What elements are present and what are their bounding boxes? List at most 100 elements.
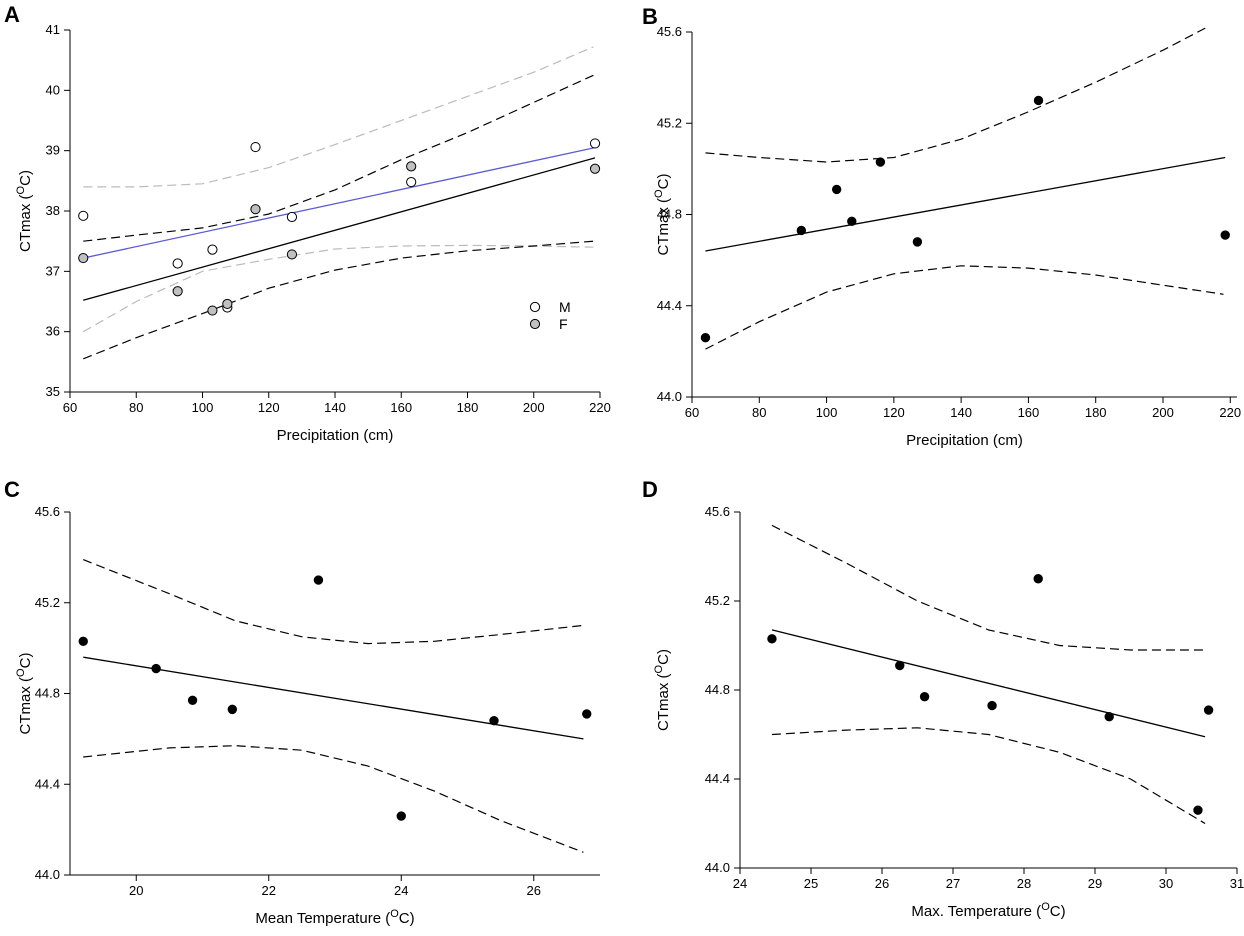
panel-letter-c: C [4,477,20,502]
panel-c: 20 22 24 26 44.0 44.4 44.8 45.2 45.6 Mean Tempera… [4,477,600,927]
data-point [187,695,198,706]
x-tick-label: 140 [324,400,346,415]
data-point [78,252,89,264]
x-tick-label: 100 [816,405,838,420]
y-axis-label-a: CTmax (OC) [15,170,34,252]
legend-label: M [559,299,571,315]
x-tick-label: 180 [1085,405,1107,420]
x-tick-label: 20 [129,883,143,898]
x-tick-label: 22 [262,883,276,898]
x-axis-label-a: Precipitation (cm) [277,427,394,444]
panel-d: 24 25 26 27 28 29 30 31 44.0 44.4 44.8 45.2 45.6 Max.… [642,477,1244,920]
y-axis-label-d: CTmax (OC) [653,649,672,731]
data-point [895,660,905,671]
x-tick-label: 31 [1230,876,1244,891]
data-point [406,161,417,172]
data-point [172,258,183,269]
data-point [227,704,238,715]
ci-lower-line [705,265,1224,350]
data-point [207,244,218,255]
x-tick-label: 29 [1088,876,1102,891]
x-tick-label: 220 [589,400,611,415]
panel-letter-a: A [4,2,20,27]
data-point [912,237,923,247]
x-tick-label: 200 [523,400,545,415]
ci-lower-line [83,745,584,853]
data-point [987,700,997,711]
y-tick-label: 44.4 [657,298,682,313]
y-tick-label: 39 [46,143,60,158]
y-tick-label: 44.0 [657,389,682,404]
x-axis-label-d: Max. Temperature (OC) [911,901,1065,920]
data-point [847,216,857,227]
ci-upper-line [771,524,1206,651]
data-point [582,709,592,719]
y-tick-label: 44.8 [657,207,682,222]
x-tick-label: 120 [258,400,280,415]
regression-line [83,147,596,259]
regression-line [705,156,1226,252]
y-tick-label: 41 [46,22,60,37]
regression-line [83,656,584,740]
panel-b: 60 80 100 120 140 160 180 200 220 44.0 44.4 44.8 45.… [642,4,1241,449]
y-tick-label: 45.6 [35,504,60,519]
data-point [700,332,711,343]
x-tick-label: 60 [685,405,699,420]
legend-marker [529,301,541,313]
ci-lower-line [83,244,594,333]
data-point [1203,705,1214,715]
y-tick-label: 44.4 [705,771,730,786]
y-tick-label: 36 [46,324,60,339]
x-tick-label: 26 [875,876,889,891]
y-tick-label: 45.6 [705,504,730,519]
panel-letter-b: B [642,4,658,29]
y-tick-label: 45.2 [35,595,60,610]
data-point [489,716,499,726]
x-tick-label: 160 [1018,405,1040,420]
data-point [1033,574,1043,584]
x-tick-label: 80 [129,400,143,415]
ci-upper-line [83,46,594,188]
x-axis-label-c: Mean Temperature (OC) [255,908,414,927]
panel-letter-d: D [642,477,658,502]
panel-a: 60 80 100 120 140 160 180 200 220 35 36 37 38 39 40 41 P… [4,2,611,444]
y-tick-label: 44.0 [705,860,730,875]
data-point [589,138,601,149]
x-tick-label: 220 [1219,405,1241,420]
x-tick-label: 100 [192,400,214,415]
y-tick-label: 40 [46,82,60,97]
data-point [250,204,261,215]
data-point [767,634,777,644]
y-axis-label-c: CTmax (OC) [15,653,34,735]
x-tick-label: 30 [1159,876,1173,891]
x-tick-label: 80 [752,405,766,420]
regression-line [83,157,596,301]
data-point [207,305,218,316]
x-tick-label: 24 [394,883,408,898]
x-tick-label: 26 [527,883,541,898]
ci-lower-line [771,727,1206,825]
data-point [286,211,298,223]
y-tick-label: 45.2 [657,115,682,130]
x-tick-label: 160 [390,400,412,415]
data-point [1193,805,1203,815]
data-point [151,663,161,674]
data-point [222,298,233,310]
y-axis-label-b: CTmax (OC) [653,174,672,256]
ci-upper-line [83,74,594,242]
data-point [250,141,261,153]
x-tick-label: 140 [950,405,972,420]
ci-upper-line [82,559,584,645]
ci-lower-line [83,240,594,360]
data-point [396,811,406,821]
legend-label: F [559,316,568,332]
data-point [831,184,842,195]
y-tick-label: 44.0 [35,867,60,882]
data-point [875,157,886,167]
x-tick-label: 25 [804,876,818,891]
data-point [172,286,183,297]
y-tick-label: 44.4 [35,776,60,791]
data-point [589,163,601,174]
legend-marker [529,318,541,330]
y-tick-label: 45.6 [657,24,682,39]
